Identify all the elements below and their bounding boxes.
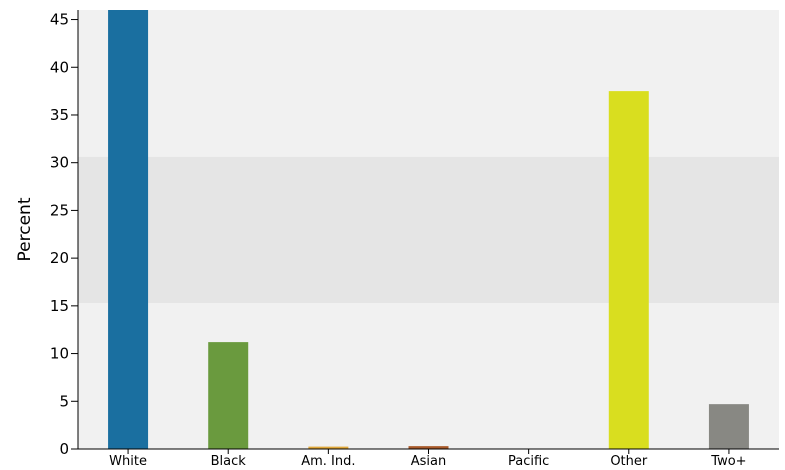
x-tick-label: Two+	[710, 454, 746, 469]
x-axis: White Black Am. Ind. Asian Pacific Other Two+	[78, 448, 779, 469]
x-tick-label: Am. Ind.	[301, 454, 355, 469]
bar-am-ind	[308, 446, 349, 449]
bar-white	[108, 10, 149, 449]
x-tick-label: White	[109, 454, 147, 469]
y-axis: 0 5 10 15 20 25 30 35 40 45	[50, 10, 79, 458]
y-tick-label: 10	[50, 345, 69, 363]
y-axis-title: Percent	[15, 197, 35, 261]
bar-asian	[408, 446, 449, 449]
bar-other	[608, 91, 649, 449]
y-tick-label: 35	[50, 106, 69, 124]
y-tick-label: 5	[59, 392, 69, 410]
y-tick-label: 45	[50, 11, 69, 29]
y-tick-label: 25	[50, 201, 69, 219]
highlight-band	[78, 156, 779, 303]
y-tick-label: 40	[50, 58, 69, 76]
bar-two	[708, 404, 749, 449]
plot-area	[78, 10, 779, 449]
bar-black	[208, 342, 249, 449]
y-tick-label: 30	[50, 154, 69, 172]
y-tick-label: 0	[59, 440, 69, 458]
bars	[108, 10, 749, 449]
y-tick-label: 15	[50, 297, 69, 315]
x-tick-label: Asian	[411, 454, 446, 469]
x-tick-label: Black	[211, 454, 247, 469]
y-tick-label: 20	[50, 249, 69, 267]
x-tick-label: Pacific	[508, 454, 549, 469]
x-tick-label: Other	[610, 454, 648, 469]
